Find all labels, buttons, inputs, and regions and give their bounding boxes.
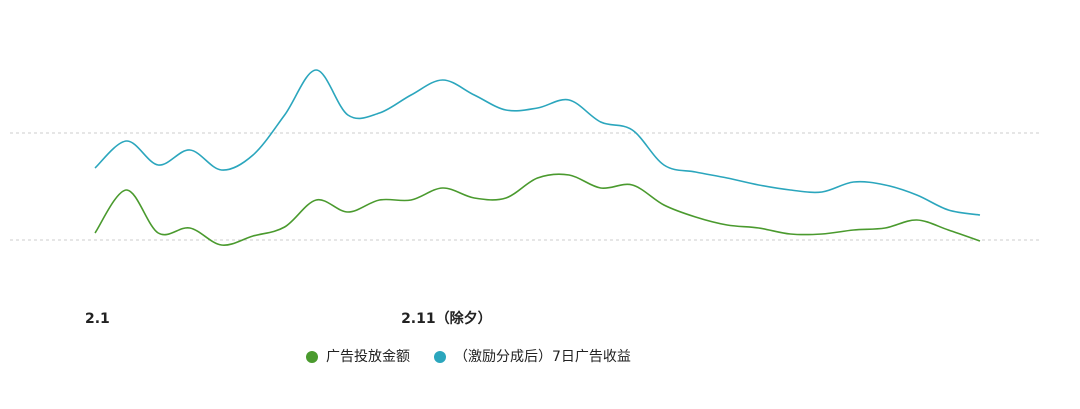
line	[94, 69, 981, 216]
x-tick-label: 2.1	[85, 311, 110, 327]
legend-marker	[434, 351, 446, 363]
x-tick-label: 2.11（除夕）	[401, 310, 492, 327]
line	[94, 173, 981, 246]
legend-marker	[306, 351, 318, 363]
legend-label: 广告投放金额	[326, 349, 410, 365]
legend-label: （激励分成后）7日广告收益	[454, 348, 631, 365]
